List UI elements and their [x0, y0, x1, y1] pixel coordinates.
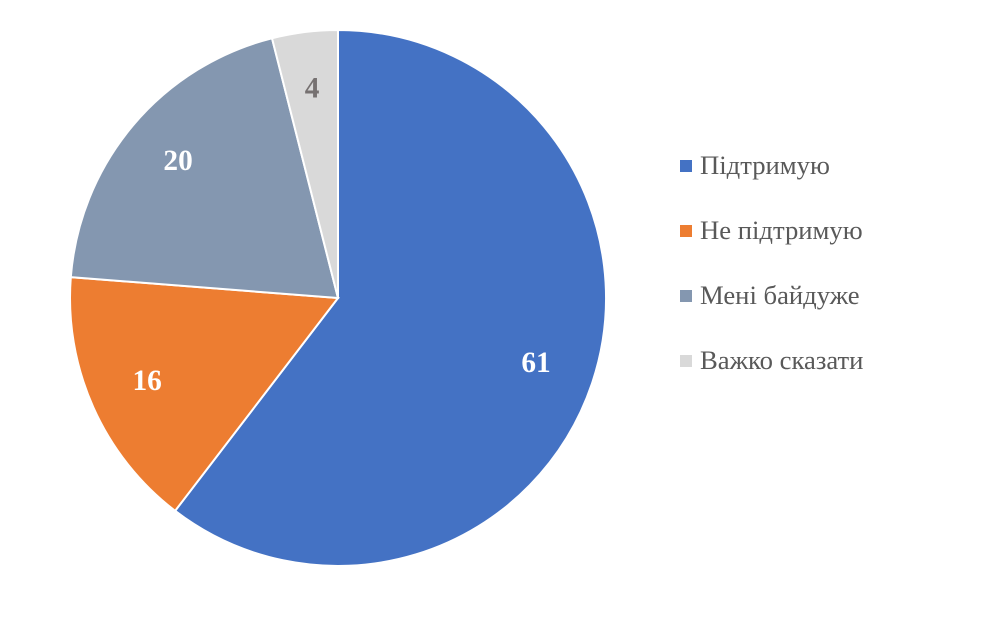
- legend-label: Підтримую: [700, 150, 830, 181]
- legend-swatch: [680, 290, 692, 302]
- pie-slice-value: 16: [132, 365, 161, 397]
- pie-chart-container: 61 16 20 4 Підтримую Не підтримую Мені байдуж…: [0, 0, 999, 617]
- legend-label: Не підтримую: [700, 215, 863, 246]
- legend-item: Мені байдуже: [680, 280, 863, 311]
- legend-label: Мені байдуже: [700, 280, 860, 311]
- pie-slice-value: 4: [305, 72, 320, 104]
- legend: Підтримую Не підтримую Мені байдуже Важко с…: [680, 150, 863, 376]
- pie-slice-value: 20: [163, 145, 192, 177]
- pie-chart: 61 16 20 4: [60, 20, 616, 576]
- legend-swatch: [680, 160, 692, 172]
- legend-item: Важко сказати: [680, 345, 863, 376]
- legend-item: Підтримую: [680, 150, 863, 181]
- pie-slice-value: 61: [521, 347, 550, 379]
- legend-label: Важко сказати: [700, 345, 863, 376]
- legend-swatch: [680, 355, 692, 367]
- legend-swatch: [680, 225, 692, 237]
- legend-item: Не підтримую: [680, 215, 863, 246]
